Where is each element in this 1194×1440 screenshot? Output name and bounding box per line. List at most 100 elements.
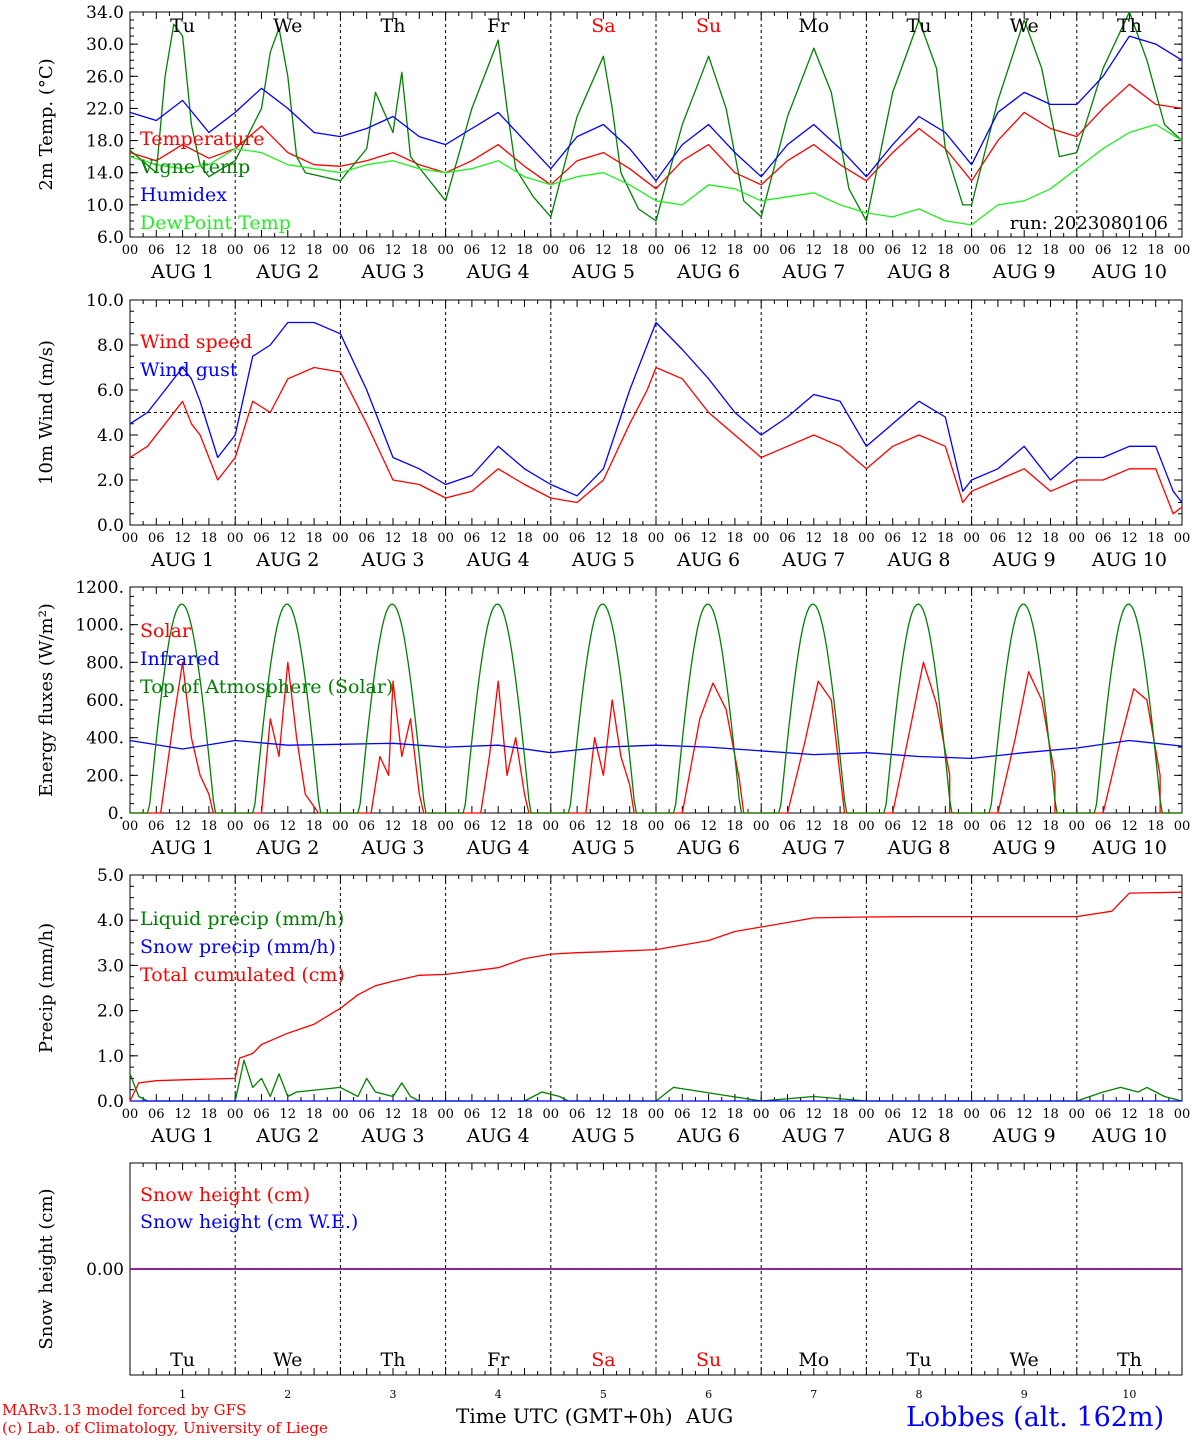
weekday-label: Tu	[170, 1349, 195, 1371]
hour-tick-label: 06	[569, 1107, 586, 1122]
series-humidex	[129, 35, 1183, 182]
hour-tick-label: 18	[727, 819, 744, 834]
hour-tick-label: 06	[358, 1107, 375, 1122]
hour-tick-label: 18	[306, 531, 323, 546]
hour-tick-label: 06	[674, 531, 691, 546]
series-total-cumulated-cm	[129, 891, 1183, 1102]
hour-tick-label: 06	[674, 1107, 691, 1122]
date-label: AUG 3	[360, 837, 424, 859]
series-infrared	[129, 739, 1183, 760]
y-tick-label: 2.0	[97, 1002, 124, 1022]
panel-wind: 0.0 2.0 4.0 6.0 8.0 10.0 10m Wind (m/s) Wind sp…	[36, 291, 1190, 571]
hour-tick-label: 06	[990, 243, 1007, 258]
weekday-label: Mo	[798, 1349, 829, 1371]
y-axis-title: Energy fluxes (W/m²)	[36, 603, 57, 797]
legend-entry: Solar	[140, 620, 192, 642]
hour-tick-label: 12	[280, 531, 297, 546]
series-temperature	[129, 83, 1183, 190]
day-number-label: 5	[600, 1388, 607, 1401]
y-tick-label: 22.0	[86, 99, 124, 119]
y-tick-label: 5.0	[97, 866, 124, 886]
hour-tick-label: 18	[1042, 531, 1059, 546]
date-label: AUG 3	[360, 549, 424, 571]
hour-tick-label: 00	[963, 531, 980, 546]
hour-tick-label: 12	[806, 531, 823, 546]
hour-tick-label: 00	[122, 819, 139, 834]
date-label: AUG 6	[676, 837, 740, 859]
day-number-label: 3	[390, 1388, 397, 1401]
hour-tick-label: 06	[569, 531, 586, 546]
run-label: run: 2023080106	[1010, 213, 1168, 234]
hour-tick-label: 00	[648, 1107, 665, 1122]
hour-tick-label: 12	[280, 819, 297, 834]
date-label: AUG 1	[150, 837, 214, 859]
hour-tick-label: 12	[1121, 531, 1138, 546]
hour-tick-label: 18	[306, 1107, 323, 1122]
date-label: AUG 5	[571, 837, 635, 859]
date-label: AUG 4	[466, 837, 530, 859]
y-axis-title: 2m Temp. (°C)	[36, 58, 57, 190]
weekday-label: Th	[381, 1349, 406, 1371]
y-tick-label: 0.00	[86, 1260, 124, 1280]
date-label: AUG 5	[571, 261, 635, 283]
panel-energy: 0. 200. 400. 600. 800. 1000. 1200. Energy fluxe…	[36, 578, 1190, 859]
date-label: AUG 9	[992, 1125, 1056, 1147]
hour-tick-label: 00	[543, 243, 560, 258]
hour-tick-label: 12	[174, 531, 191, 546]
panel-precip: 0.0 1.0 2.0 3.0 4.0 5.0 Precip (mm/h) Liquid pr…	[36, 866, 1190, 1147]
date-label: AUG 3	[360, 261, 424, 283]
date-label: AUG 7	[781, 1125, 845, 1147]
y-tick-label: 600.	[86, 691, 124, 711]
day-number-label: 4	[495, 1388, 502, 1401]
hour-tick-label: 18	[621, 819, 638, 834]
hour-tick-label: 06	[1095, 819, 1112, 834]
hour-tick-label: 18	[411, 243, 428, 258]
legend-entry: Snow precip (mm/h)	[140, 936, 336, 958]
hour-tick-label: 12	[174, 819, 191, 834]
hour-tick-label: 12	[490, 243, 507, 258]
legend-entry: Liquid precip (mm/h)	[140, 908, 344, 930]
y-tick-label: 2.0	[97, 471, 124, 491]
hour-tick-label: 06	[990, 1107, 1007, 1122]
hour-tick-label: 18	[411, 819, 428, 834]
legend-entry: Temperature	[140, 128, 264, 150]
hour-tick-label: 12	[1016, 1107, 1033, 1122]
date-label: AUG 1	[150, 1125, 214, 1147]
hour-tick-label: 00	[963, 243, 980, 258]
date-label: AUG 10	[1091, 261, 1167, 283]
hour-tick-label: 00	[648, 819, 665, 834]
date-label: AUG 10	[1091, 1125, 1167, 1147]
weekday-label: Su	[696, 15, 721, 37]
hour-tick-label: 12	[911, 1107, 928, 1122]
date-label: AUG 4	[466, 549, 530, 571]
hour-tick-label: 06	[990, 531, 1007, 546]
weekday-label: Th	[381, 15, 406, 37]
date-label: AUG 2	[255, 837, 319, 859]
hour-tick-label: 18	[516, 243, 533, 258]
hour-tick-label: 06	[1095, 531, 1112, 546]
y-tick-label: 0.0	[97, 1092, 124, 1112]
legend-entry: Top of Atmosphere (Solar)	[140, 676, 393, 698]
weekday-label: Th	[1117, 1349, 1142, 1371]
hour-tick-label: 00	[437, 1107, 454, 1122]
y-tick-label: 34.0	[86, 3, 124, 23]
weekday-label: We	[1010, 15, 1039, 37]
hour-tick-label: 18	[1147, 243, 1164, 258]
hour-tick-label: 18	[1147, 1107, 1164, 1122]
y-tick-label: 800.	[86, 653, 124, 673]
date-label: AUG 4	[466, 261, 530, 283]
y-tick-label: 26.0	[86, 67, 124, 87]
legend-entry: Snow height (cm)	[140, 1184, 310, 1206]
hour-tick-label: 06	[1095, 243, 1112, 258]
hour-tick-label: 00	[543, 1107, 560, 1122]
hour-tick-label: 06	[884, 819, 901, 834]
hour-tick-label: 00	[1174, 1107, 1191, 1122]
hour-tick-label: 00	[1069, 1107, 1086, 1122]
y-tick-label: 3.0	[97, 956, 124, 976]
series-dewpoint-temp	[129, 123, 1183, 226]
hour-tick-label: 18	[411, 1107, 428, 1122]
date-label: AUG 7	[781, 261, 845, 283]
hour-tick-label: 06	[674, 819, 691, 834]
legend-entry: Total cumulated (cm)	[140, 964, 345, 986]
